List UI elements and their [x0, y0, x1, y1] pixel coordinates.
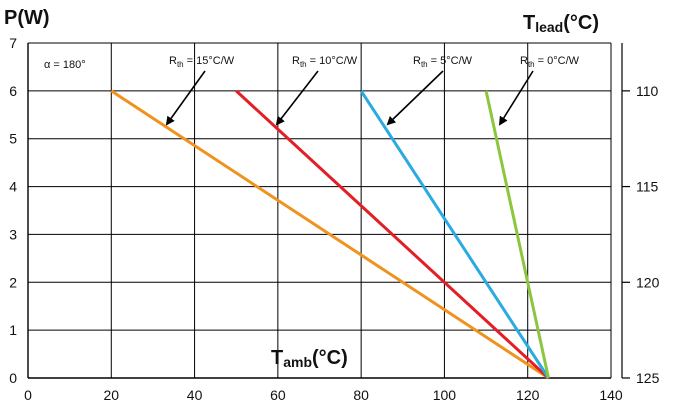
x-tick-label-40: 40	[187, 387, 203, 403]
right-axis-title-unit: (°C)	[563, 12, 599, 34]
series-label-arrow-3	[498, 70, 534, 126]
x-axis-title: Tamb(°C)	[271, 347, 348, 370]
y-tick-label-2: 2	[9, 274, 17, 290]
y-axis-title: P(W)	[4, 7, 50, 29]
annotations: Rth = 15°C/W Rth = 10°C/W Rth = 5°C/W Rth =…	[165, 55, 580, 126]
grid	[28, 43, 611, 378]
x-tick-label-0: 0	[24, 387, 32, 403]
x-axis-title-main: T	[271, 347, 283, 369]
condition-label: α = 180°	[44, 59, 86, 71]
y-tick-label-5: 5	[9, 131, 17, 147]
right-axis-tick-label-120: 120	[636, 274, 660, 290]
series-label-3: Rth = 0°C/W	[520, 55, 580, 69]
series-line-2	[359, 90, 550, 379]
tick-labels: 110 115 120 125 0 20 40 60 80 100 120 140 0 1 2 3 4 5 6 7	[9, 35, 659, 403]
y-tick-label-7: 7	[9, 35, 17, 51]
series-label-2: Rth = 5°C/W	[413, 55, 473, 69]
plot-frame	[27, 42, 630, 379]
series-label-1: Rth = 10°C/W	[292, 55, 358, 69]
y-tick-label-6: 6	[9, 83, 17, 99]
series-line-3	[484, 90, 550, 379]
x-tick-label-20: 20	[103, 387, 119, 403]
y-tick-label-0: 0	[9, 370, 17, 386]
series-line-1	[235, 89, 550, 380]
right-axis-title-main: T	[523, 12, 535, 34]
right-axis-tick-label-115: 115	[636, 179, 659, 195]
x-tick-label-140: 140	[599, 387, 623, 403]
x-tick-label-120: 120	[516, 387, 540, 403]
y-tick-label-4: 4	[9, 179, 17, 195]
series-label-arrow-1	[275, 70, 319, 126]
x-axis-title-unit: (°C)	[312, 347, 348, 369]
right-axis-title-sub: lead	[535, 19, 563, 35]
series-line-0	[110, 89, 550, 380]
series-label-0: Rth = 15°C/W	[169, 55, 235, 69]
right-axis-title: Tlead(°C)	[523, 12, 599, 35]
right-axis-tick-label-125: 125	[636, 370, 660, 386]
right-axis-tick-label-110: 110	[636, 83, 659, 99]
y-tick-label-3: 3	[9, 226, 17, 242]
x-tick-label-60: 60	[270, 387, 286, 403]
series-group	[110, 89, 550, 380]
series-label-arrow-2	[386, 70, 444, 126]
x-tick-label-100: 100	[433, 387, 457, 403]
x-axis-title-sub: amb	[283, 354, 312, 370]
x-tick-label-80: 80	[353, 387, 369, 403]
y-tick-label-1: 1	[9, 322, 17, 338]
series-label-arrow-0	[165, 70, 206, 126]
